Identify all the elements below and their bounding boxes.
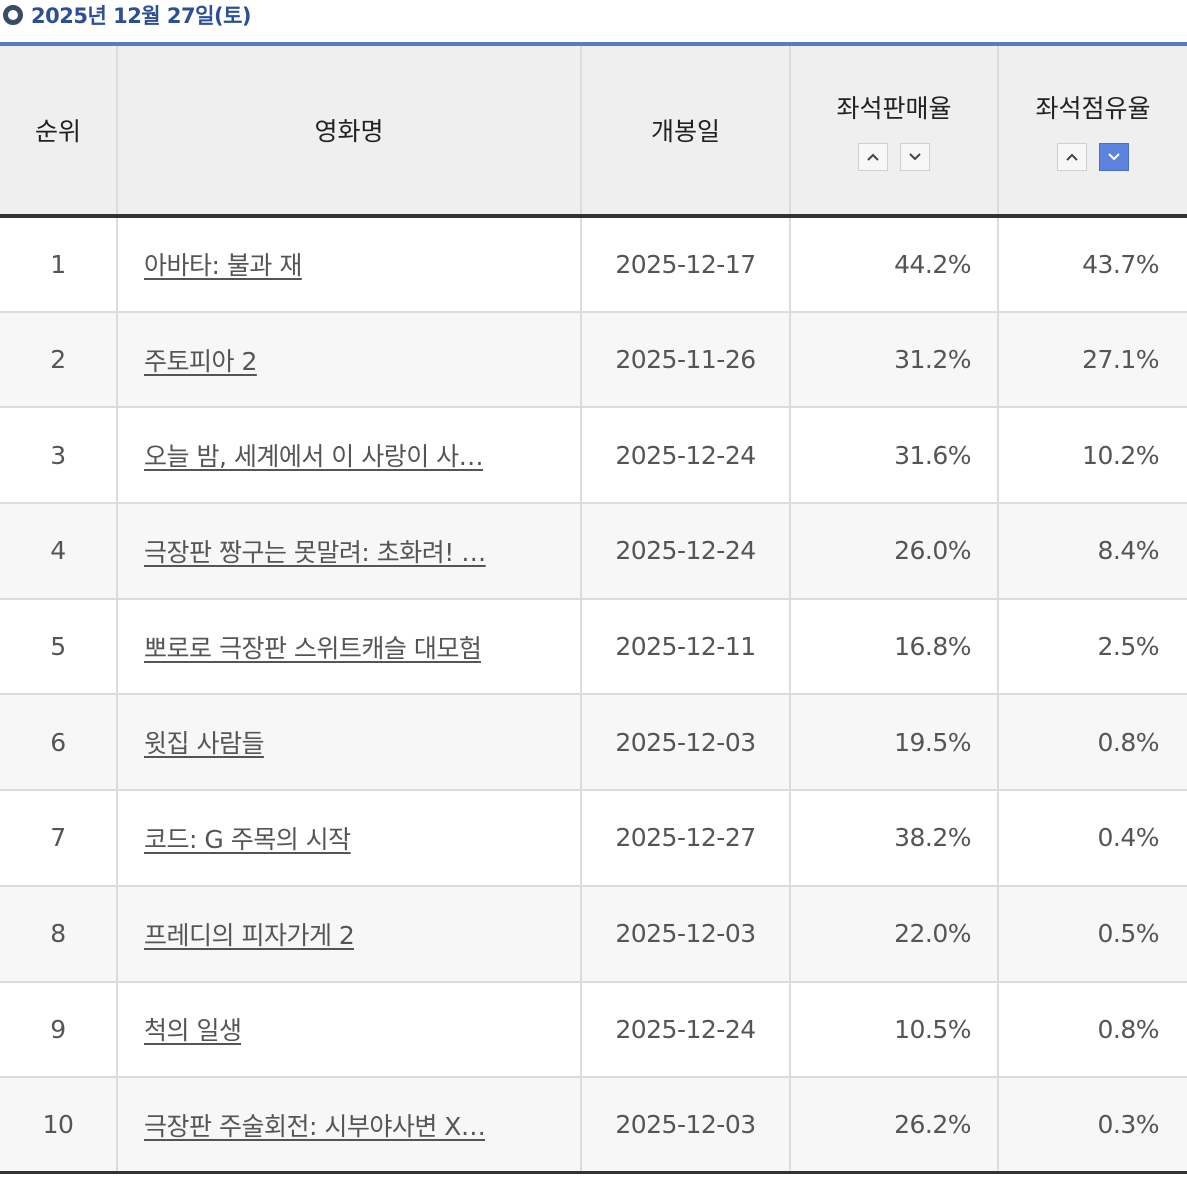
movie-title-link[interactable]: 극장판 짱구는 못말려: 초화려! … bbox=[144, 537, 486, 567]
sales-rate-cell: 16.8% bbox=[789, 598, 998, 696]
chevron-up-icon bbox=[867, 153, 879, 161]
sales-rate-cell: 26.0% bbox=[789, 503, 998, 600]
release-date-cell: 2025-12-27 bbox=[580, 790, 790, 887]
release-date-cell: 2025-12-24 bbox=[580, 981, 790, 1079]
table-row: 1 아바타: 불과 재 2025-12-17 44.2% 43.7% bbox=[0, 216, 1187, 313]
table-row: 8 프레디의 피자가게 2 2025-12-03 22.0% 0.5% bbox=[0, 885, 1187, 983]
sales-rate-cell: 31.2% bbox=[789, 311, 998, 409]
rank-cell: 6 bbox=[0, 694, 117, 792]
date-title: 2025년 12월 27일(토) bbox=[31, 4, 252, 28]
column-header-rank: 순위 bbox=[0, 46, 117, 218]
sales-rate-cell: 26.2% bbox=[789, 1077, 998, 1175]
chevron-down-icon bbox=[1108, 153, 1120, 161]
share-rate-cell: 8.4% bbox=[997, 503, 1187, 600]
share-rate-cell: 43.7% bbox=[997, 216, 1187, 313]
share-rate-cell: 0.8% bbox=[997, 694, 1187, 792]
share-rate-cell: 0.4% bbox=[997, 790, 1187, 887]
sales-rate-label: 좌석판매율 bbox=[836, 94, 952, 123]
sales-rate-cell: 38.2% bbox=[789, 790, 998, 887]
title-cell: 뽀로로 극장판 스위트캐슬 대모험 bbox=[116, 598, 581, 696]
rank-cell: 7 bbox=[0, 790, 117, 887]
release-date-cell: 2025-12-03 bbox=[580, 694, 790, 792]
share-rate-cell: 2.5% bbox=[997, 598, 1187, 696]
movie-title-link[interactable]: 아바타: 불과 재 bbox=[144, 251, 302, 281]
header-divider bbox=[0, 42, 1187, 46]
movie-title-link[interactable]: 코드: G 주목의 시작 bbox=[144, 824, 351, 854]
table-row: 6 윗집 사람들 2025-12-03 19.5% 0.8% bbox=[0, 694, 1187, 792]
movie-title-link[interactable]: 극장판 주술회전: 시부야사변 X… bbox=[144, 1111, 486, 1141]
table-row: 9 척의 일생 2025-12-24 10.5% 0.8% bbox=[0, 981, 1187, 1079]
box-office-table: 순위 영화명 개봉일 좌석판매율 bbox=[0, 46, 1187, 1175]
column-header-sales-rate: 좌석판매율 bbox=[789, 46, 998, 218]
column-header-release: 개봉일 bbox=[580, 46, 790, 218]
release-date-cell: 2025-11-26 bbox=[580, 311, 790, 409]
release-date-cell: 2025-12-03 bbox=[580, 885, 790, 983]
rank-cell: 4 bbox=[0, 503, 117, 600]
movie-title-link[interactable]: 주토피아 2 bbox=[144, 346, 257, 376]
chevron-down-icon bbox=[909, 153, 921, 161]
sales-rate-cell: 10.5% bbox=[789, 981, 998, 1079]
share-rate-cell: 0.5% bbox=[997, 885, 1187, 983]
rank-cell: 10 bbox=[0, 1077, 117, 1175]
column-header-share-rate: 좌석점유율 bbox=[997, 46, 1187, 218]
column-header-title: 영화명 bbox=[116, 46, 581, 218]
title-cell: 아바타: 불과 재 bbox=[116, 216, 581, 313]
table-row: 5 뽀로로 극장판 스위트캐슬 대모험 2025-12-11 16.8% 2.5… bbox=[0, 598, 1187, 696]
sales-rate-sort-buttons bbox=[858, 143, 930, 171]
share-rate-cell: 0.3% bbox=[997, 1077, 1187, 1175]
rank-cell: 1 bbox=[0, 216, 117, 313]
rank-cell: 2 bbox=[0, 311, 117, 409]
title-cell: 극장판 짱구는 못말려: 초화려! … bbox=[116, 503, 581, 600]
release-date-cell: 2025-12-24 bbox=[580, 407, 790, 505]
date-header: 2025년 12월 27일(토) bbox=[0, 0, 1187, 30]
rank-cell: 5 bbox=[0, 598, 117, 696]
share-rate-sort-buttons bbox=[1057, 143, 1129, 171]
table-row: 4 극장판 짱구는 못말려: 초화려! … 2025-12-24 26.0% 8… bbox=[0, 503, 1187, 600]
title-cell: 극장판 주술회전: 시부야사변 X… bbox=[116, 1077, 581, 1175]
table-header-row: 순위 영화명 개봉일 좌석판매율 bbox=[0, 46, 1187, 218]
movie-title-link[interactable]: 오늘 밤, 세계에서 이 사랑이 사… bbox=[144, 442, 484, 472]
share-rate-sort-asc-button[interactable] bbox=[1057, 143, 1087, 171]
release-date-cell: 2025-12-03 bbox=[580, 1077, 790, 1175]
release-date-cell: 2025-12-17 bbox=[580, 216, 790, 313]
movie-title-link[interactable]: 프레디의 피자가게 2 bbox=[144, 920, 355, 950]
title-cell: 척의 일생 bbox=[116, 981, 581, 1079]
title-cell: 주토피아 2 bbox=[116, 311, 581, 409]
sales-rate-sort-asc-button[interactable] bbox=[858, 143, 888, 171]
sales-rate-cell: 44.2% bbox=[789, 216, 998, 313]
sales-rate-cell: 22.0% bbox=[789, 885, 998, 983]
share-rate-label: 좌석점유율 bbox=[1035, 94, 1151, 123]
sales-rate-cell: 31.6% bbox=[789, 407, 998, 505]
release-date-cell: 2025-12-11 bbox=[580, 598, 790, 696]
rank-cell: 9 bbox=[0, 981, 117, 1079]
movie-title-link[interactable]: 윗집 사람들 bbox=[144, 729, 264, 759]
table-row: 10 극장판 주술회전: 시부야사변 X… 2025-12-03 26.2% 0… bbox=[0, 1077, 1187, 1175]
share-rate-cell: 27.1% bbox=[997, 311, 1187, 409]
release-date-cell: 2025-12-24 bbox=[580, 503, 790, 600]
share-rate-sort-desc-button[interactable] bbox=[1099, 143, 1129, 171]
title-cell: 오늘 밤, 세계에서 이 사랑이 사… bbox=[116, 407, 581, 505]
table-row: 3 오늘 밤, 세계에서 이 사랑이 사… 2025-12-24 31.6% 1… bbox=[0, 407, 1187, 505]
movie-title-link[interactable]: 뽀로로 극장판 스위트캐슬 대모험 bbox=[144, 633, 482, 663]
table-row: 7 코드: G 주목의 시작 2025-12-27 38.2% 0.4% bbox=[0, 790, 1187, 887]
movie-title-link[interactable]: 척의 일생 bbox=[144, 1016, 242, 1046]
sales-rate-sort-desc-button[interactable] bbox=[900, 143, 930, 171]
title-cell: 윗집 사람들 bbox=[116, 694, 581, 792]
rank-cell: 8 bbox=[0, 885, 117, 983]
chevron-up-icon bbox=[1066, 153, 1078, 161]
table-body: 1 아바타: 불과 재 2025-12-17 44.2% 43.7% 2 주토피… bbox=[0, 216, 1187, 1175]
sales-rate-cell: 19.5% bbox=[789, 694, 998, 792]
title-cell: 프레디의 피자가게 2 bbox=[116, 885, 581, 983]
share-rate-cell: 10.2% bbox=[997, 407, 1187, 505]
circle-bullet-icon bbox=[3, 5, 23, 25]
title-cell: 코드: G 주목의 시작 bbox=[116, 790, 581, 887]
table-row: 2 주토피아 2 2025-11-26 31.2% 27.1% bbox=[0, 311, 1187, 409]
share-rate-cell: 0.8% bbox=[997, 981, 1187, 1079]
rank-cell: 3 bbox=[0, 407, 117, 505]
